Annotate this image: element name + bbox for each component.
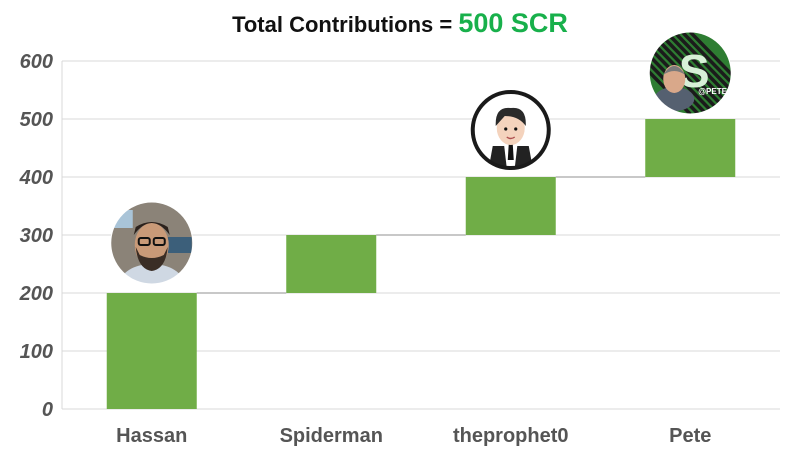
avatar-eye-right (514, 127, 518, 131)
avatar-stripe (680, 32, 732, 114)
avatar-stripe (672, 32, 732, 114)
y-tick-label: 0 (42, 399, 53, 421)
y-tick-label: 200 (19, 283, 53, 305)
bearded-man-with-glasses-avatar-icon (110, 201, 194, 285)
y-tick-label: 100 (20, 341, 53, 363)
avatar-badge-text: @PETE (698, 87, 727, 96)
bearded-man-with-glasses-avatar-icon-content (110, 202, 193, 284)
avatar-stripe (664, 32, 732, 114)
avatar-face (134, 223, 169, 267)
man-with-green-logo-background-avatar-icon: S@PETE (648, 31, 732, 115)
avatar-shirt (119, 264, 184, 284)
avatar-tie (507, 144, 514, 160)
avatar-hair (133, 222, 170, 235)
avatar-hair (495, 107, 526, 126)
y-tick-label: 400 (19, 167, 53, 189)
avatar-hair (663, 66, 686, 75)
x-tick-label: Hassan (116, 425, 187, 447)
avatar-eye-left (504, 127, 508, 131)
x-tick-label: Pete (669, 425, 711, 447)
x-tick-label: Spiderman (280, 425, 383, 447)
y-tick-label: 600 (20, 51, 53, 73)
man-with-green-logo-background-avatar-icon-content: S@PETE (649, 32, 732, 114)
avatar-window (110, 210, 133, 228)
avatar-stripe (688, 32, 732, 114)
avatar-face (496, 111, 525, 145)
avatar-ring (648, 31, 732, 115)
chart-title-total: 500 SCR (458, 8, 568, 38)
chart-title: Total Contributions = 500 SCR (0, 8, 800, 39)
avatar-glasses-right (152, 237, 166, 246)
avatar-ring (110, 201, 194, 285)
avatar-glasses-left (137, 237, 151, 246)
avatar-stripe (649, 32, 732, 114)
cartoon-man-in-suit-avatar-icon-content (472, 92, 549, 168)
cartoon-man-in-suit-avatar-icon (470, 90, 551, 170)
bar-pete (645, 119, 736, 177)
avatar-beard (135, 247, 168, 271)
y-tick-label: 300 (20, 225, 53, 247)
x-tick-label: theprophet0 (453, 425, 569, 447)
avatar-mouth (506, 136, 516, 140)
avatar-screen (167, 237, 192, 253)
avatar-logo-letter: S (679, 45, 710, 97)
bar-theprophet0 (465, 177, 556, 235)
avatar-ring (470, 90, 551, 170)
y-tick-label: 500 (20, 109, 53, 131)
bar-spiderman (286, 235, 377, 293)
chart-title-prefix: Total Contributions = (232, 12, 459, 37)
bar-hassan (106, 293, 197, 409)
